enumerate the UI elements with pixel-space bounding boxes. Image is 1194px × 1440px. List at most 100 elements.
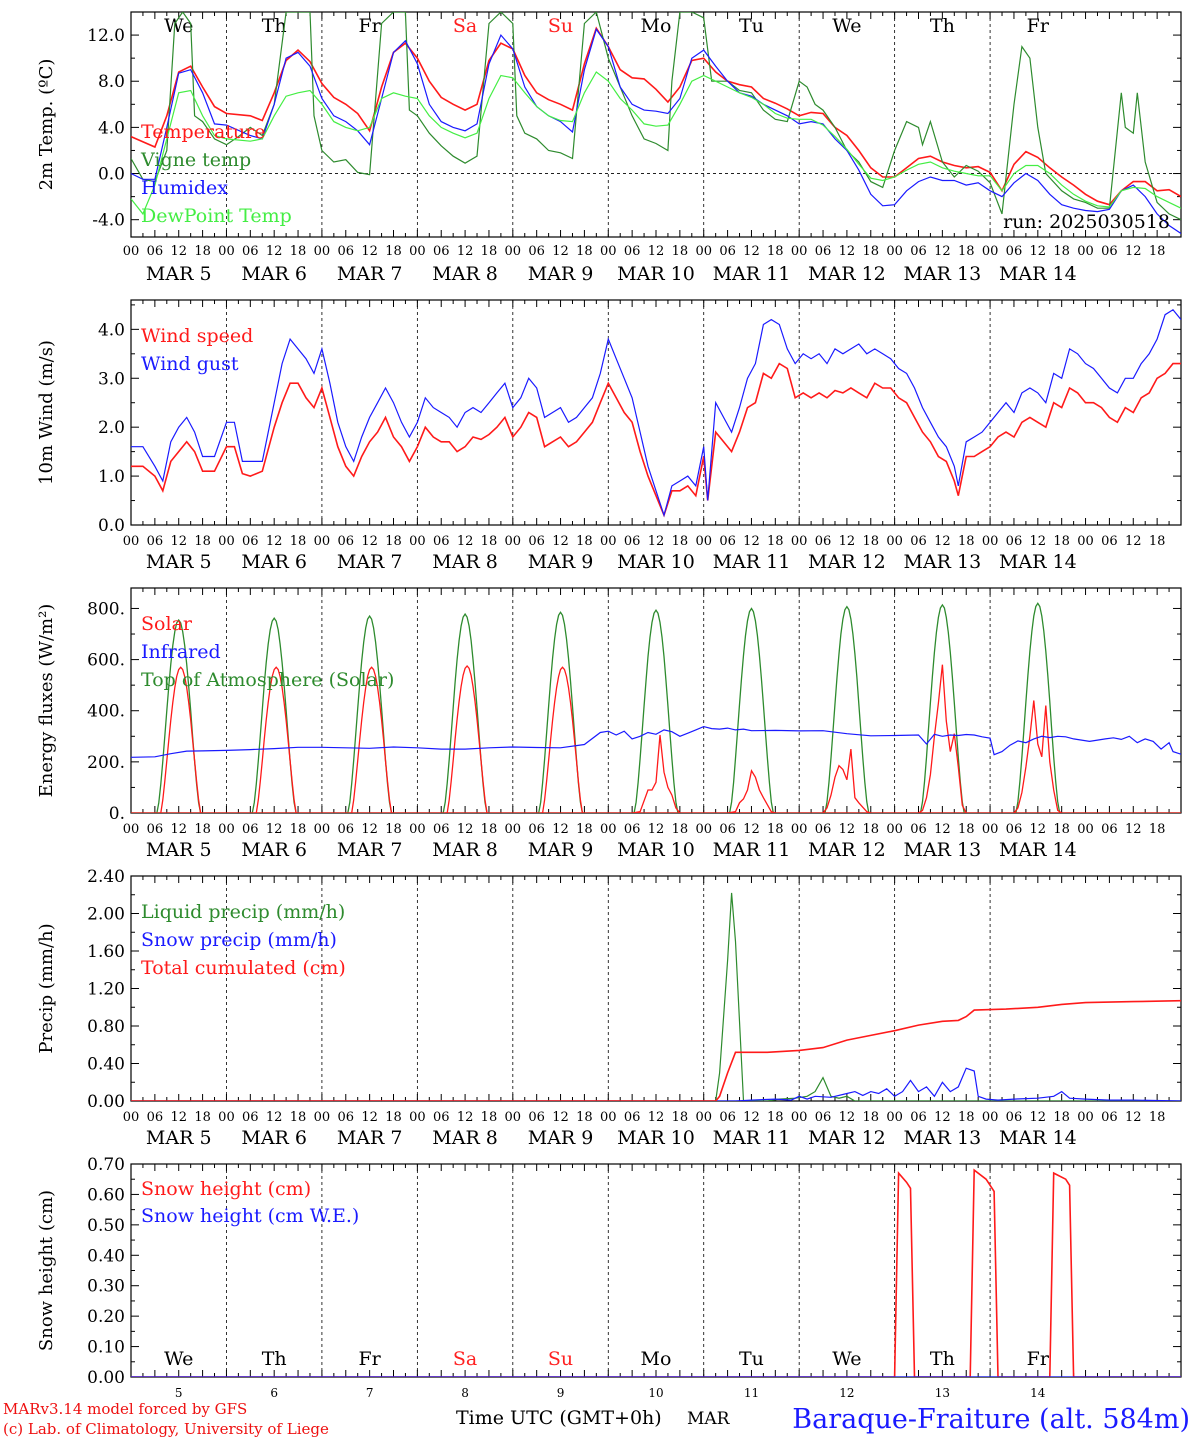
x-hour-label: 06: [147, 822, 164, 837]
x-date-label: MAR 9: [528, 1127, 594, 1149]
y-tick-label: 2.00: [87, 905, 125, 925]
x-hour-label: 12: [361, 534, 378, 549]
y-tick-label: 800.: [87, 599, 125, 619]
x-hour-label: 00: [505, 1110, 522, 1125]
x-hour-label: 12: [552, 1110, 569, 1125]
series-line: [254, 666, 298, 813]
x-hour-label: 12: [839, 822, 856, 837]
x-hour-label: 18: [385, 244, 402, 259]
x-date-label: MAR 14: [999, 1127, 1077, 1149]
x-hour-label: 06: [719, 244, 736, 259]
series-line: [131, 892, 1181, 1101]
series-line: [445, 665, 489, 813]
y-tick-label: 3.0: [98, 369, 125, 389]
series-line: [1013, 700, 1063, 813]
day-number-label: 6: [270, 1386, 278, 1400]
x-hour-label: 06: [815, 1110, 832, 1125]
day-of-week-label: Sa: [453, 1348, 477, 1370]
x-hour-label: 06: [147, 534, 164, 549]
series-line: [727, 607, 776, 813]
x-hour-label: 06: [1101, 534, 1118, 549]
series-line: [1014, 602, 1062, 813]
y-tick-label: 0.30: [87, 1277, 125, 1297]
day-of-week-label: Fr: [1027, 1348, 1050, 1370]
series-line: [131, 1168, 1181, 1377]
x-date-label: MAR 8: [432, 1127, 498, 1149]
x-hour-label: 12: [457, 244, 474, 259]
day-of-week-label: Tu: [739, 15, 764, 37]
x-hour-label: 18: [481, 244, 498, 259]
x-hour-label: 00: [314, 822, 331, 837]
y-tick-label: 400.: [87, 702, 125, 722]
x-date-label: MAR 10: [617, 551, 695, 573]
x-hour-label: 06: [147, 1110, 164, 1125]
x-hour-label: 12: [266, 1110, 283, 1125]
x-hour-label: 00: [409, 822, 426, 837]
x-hour-label: 18: [481, 822, 498, 837]
x-hour-label: 00: [982, 244, 999, 259]
station-title: Baraque-Fraiture (alt. 584m): [792, 1404, 1190, 1435]
x-hour-label: 18: [672, 244, 689, 259]
x-hour-label: 18: [767, 244, 784, 259]
x-hour-label: 18: [862, 1110, 879, 1125]
series-line: [131, 71, 1181, 216]
x-hour-label: 18: [481, 534, 498, 549]
day-number-label: 9: [557, 1386, 565, 1400]
x-hour-label: 12: [1125, 1110, 1142, 1125]
x-date-label: MAR 12: [808, 839, 886, 861]
x-hour-label: 00: [695, 244, 712, 259]
x-date-label: MAR 10: [617, 1127, 695, 1149]
day-of-week-label: Tu: [739, 1348, 764, 1370]
x-date-label: MAR 12: [808, 1127, 886, 1149]
x-hour-label: 12: [743, 244, 760, 259]
x-hour-label: 18: [672, 1110, 689, 1125]
x-hour-label: 18: [385, 534, 402, 549]
x-hour-label: 18: [862, 244, 879, 259]
x-date-label: MAR 7: [337, 1127, 403, 1149]
x-hour-label: 06: [815, 244, 832, 259]
x-hour-label: 00: [600, 1110, 617, 1125]
y-tick-label: 0.70: [87, 1155, 125, 1175]
x-hour-label: 06: [1006, 244, 1023, 259]
y-tick-label: 1.20: [87, 980, 125, 1000]
y-tick-label: 0.00: [87, 1368, 125, 1388]
x-hour-label: 00: [314, 1110, 331, 1125]
legend-entry: Infrared: [141, 641, 221, 663]
x-hour-label: 12: [552, 534, 569, 549]
x-date-label: MAR 14: [999, 551, 1077, 573]
series-line: [131, 1067, 1181, 1101]
x-hour-label: 18: [958, 534, 975, 549]
panel-3: 0. 200. 400. 600. 800. Energy fluxes (W/m²) 00…: [36, 587, 1182, 861]
series-layer: [131, 1168, 1181, 1377]
x-hour-label: 06: [815, 822, 832, 837]
x-hour-label: 18: [1053, 534, 1070, 549]
x-hour-label: 12: [170, 534, 187, 549]
y-tick-label: 0.60: [87, 1185, 125, 1205]
series-line: [131, 26, 1181, 206]
x-hour-label: 12: [361, 244, 378, 259]
y-tick-label: 8.0: [98, 72, 125, 92]
legend-entry: Vigne temp: [140, 149, 251, 171]
x-hour-label: 00: [505, 822, 522, 837]
plot-frame: [130, 11, 1182, 238]
series-layer: [131, 12, 1181, 234]
x-hour-label: 12: [648, 822, 665, 837]
day-of-week-label: Th: [262, 1348, 287, 1370]
y-tick-label: 2.40: [87, 867, 125, 887]
x-hour-label: 06: [910, 822, 927, 837]
day-number-label: 10: [648, 1386, 663, 1400]
x-date-label: MAR 6: [241, 551, 307, 573]
x-hour-label: 18: [194, 244, 211, 259]
x-hour-label: 12: [839, 1110, 856, 1125]
x-hour-label: 00: [409, 534, 426, 549]
x-date-label: MAR 12: [808, 263, 886, 285]
panel-5: 0.00 0.10 0.20 0.30 0.40 0.50 0.60 0.70 Snow hei…: [36, 1155, 1182, 1400]
x-hour-label: 06: [1101, 1110, 1118, 1125]
day-number-label: 11: [744, 1386, 759, 1400]
x-hour-label: 06: [719, 822, 736, 837]
legend-entry: Snow height (cm W.E.): [141, 1205, 359, 1227]
x-hour-label: 18: [1149, 822, 1166, 837]
x-hour-label: 00: [409, 244, 426, 259]
x-date-label: MAR 8: [432, 551, 498, 573]
x-hour-label: 18: [672, 534, 689, 549]
